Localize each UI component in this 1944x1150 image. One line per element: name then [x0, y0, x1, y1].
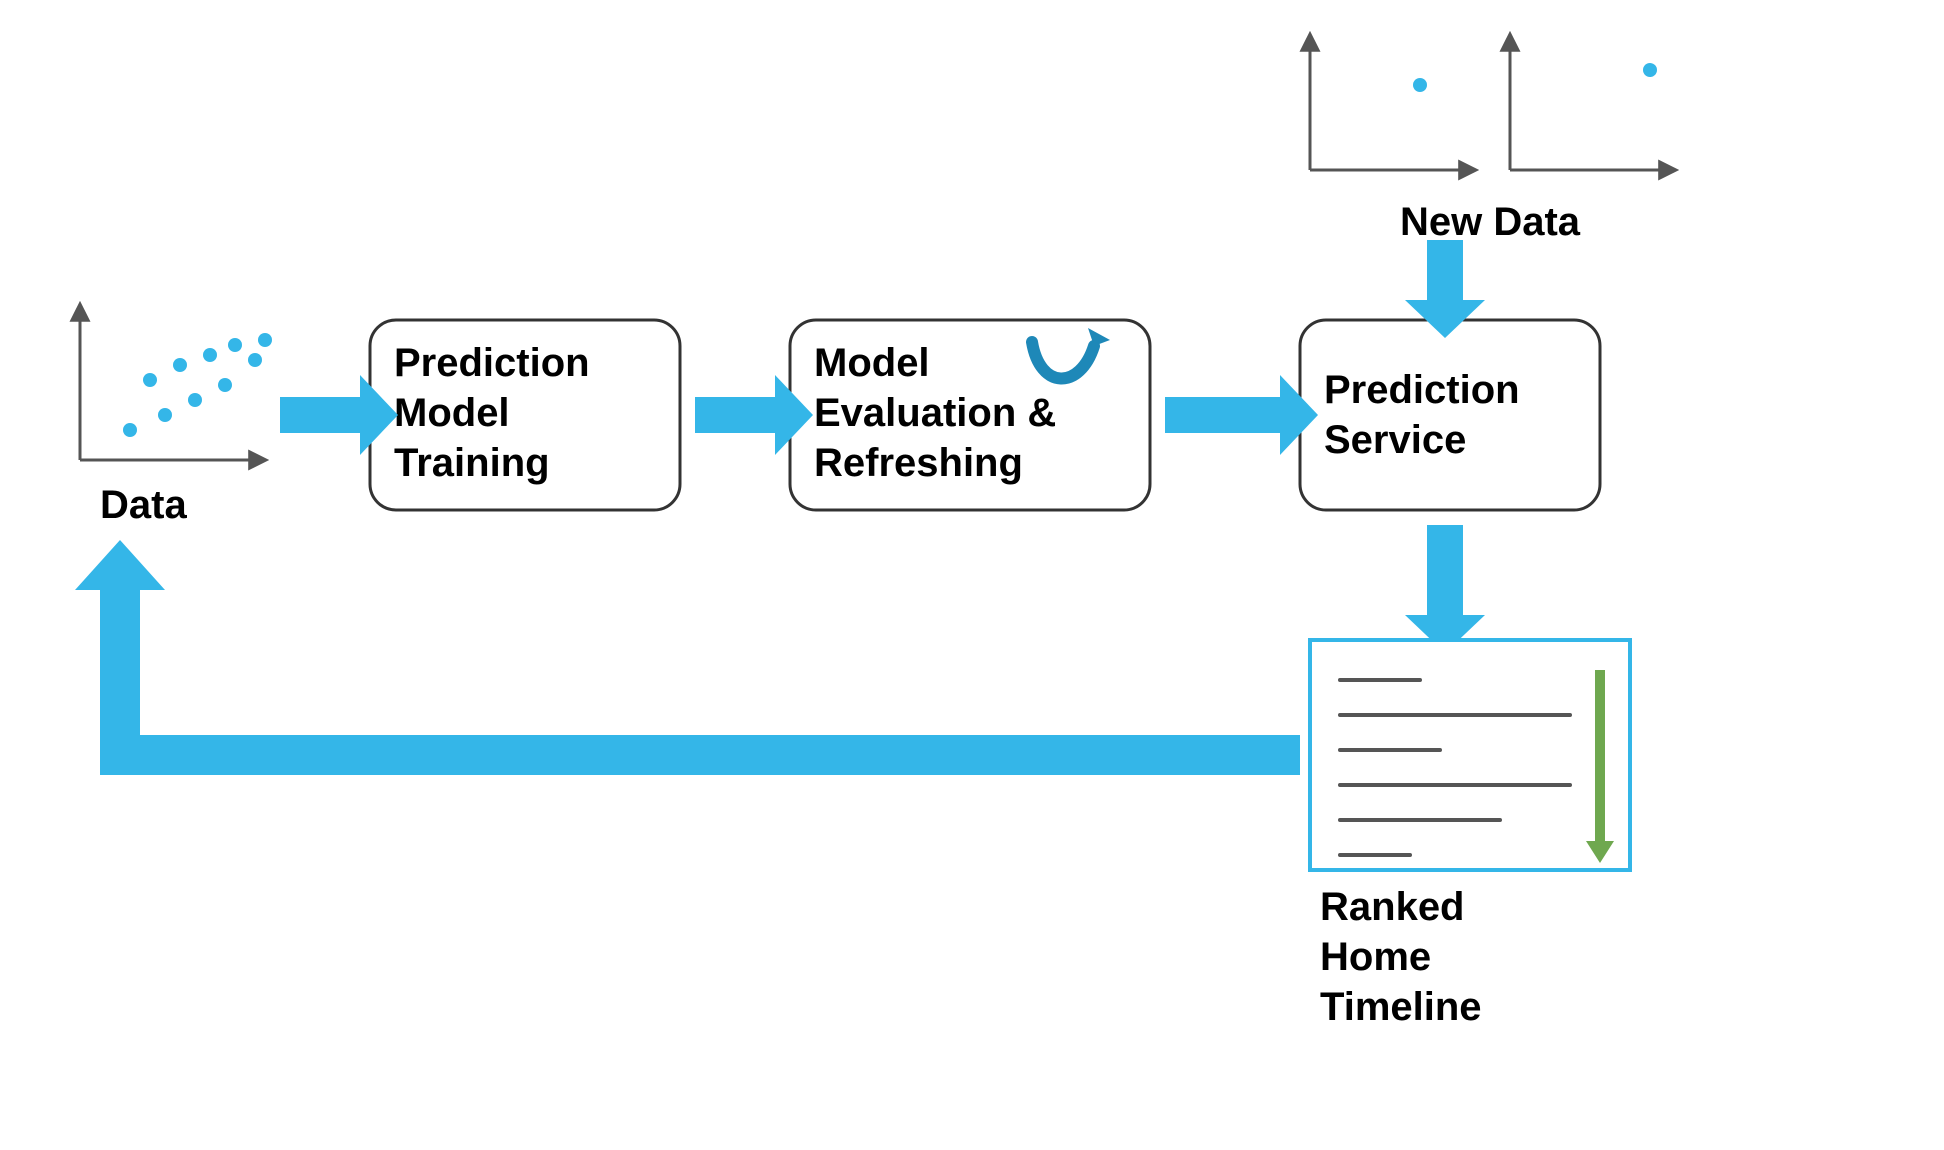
- box-prediction-model-training-line-0: Prediction: [394, 341, 590, 385]
- timeline-label-line-2: Timeline: [1320, 985, 1482, 1029]
- box-prediction-model-training-line-2: Training: [394, 441, 550, 485]
- newdata-chart-1: [1310, 35, 1475, 170]
- ranked-timeline-box: [1310, 640, 1630, 870]
- box-prediction-service: Prediction Service: [1300, 320, 1600, 510]
- timeline-label-line-1: Home: [1320, 935, 1431, 979]
- newdata-chart-2: [1510, 35, 1675, 170]
- box-prediction-service-line-0: Prediction: [1324, 368, 1520, 412]
- box-prediction-service-line-1: Service: [1324, 418, 1466, 462]
- arrow-feedback-loop: [75, 540, 1300, 775]
- timeline-label-line-0: Ranked: [1320, 885, 1465, 929]
- box-model-evaluation-refreshing-line-1: Evaluation &: [814, 391, 1056, 435]
- box-prediction-model-training-line-1: Model: [394, 391, 510, 435]
- newdata-label: New Data: [1400, 200, 1581, 244]
- box-prediction-model-training: Prediction Model Training: [370, 320, 680, 510]
- box-model-evaluation-refreshing-line-0: Model: [814, 341, 930, 385]
- arrow-eval-to-service: [1165, 375, 1318, 455]
- data-label: Data: [100, 483, 187, 527]
- box-model-evaluation-refreshing-line-2: Refreshing: [814, 441, 1023, 485]
- arrow-service-to-timeline: [1405, 525, 1485, 653]
- data-scatter-chart: [80, 305, 272, 460]
- box-model-evaluation-refreshing: Model Evaluation & Refreshing: [790, 320, 1150, 510]
- pipeline-diagram: Data Prediction Model Training Model Evaluati…: [0, 0, 1944, 1150]
